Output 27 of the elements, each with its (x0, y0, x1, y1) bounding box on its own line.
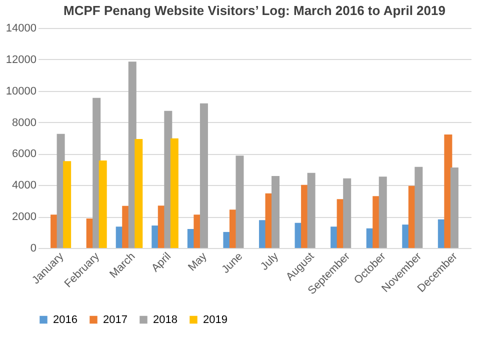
bar (378, 176, 387, 248)
x-tick-label: May (186, 250, 210, 274)
bar (343, 178, 352, 248)
chart-title: MCPF Penang Website Visitors’ Log: March 2016 to April 2019 (64, 3, 446, 18)
bar (98, 160, 107, 248)
legend-label: 2017 (103, 314, 128, 326)
legend-label: 2016 (53, 314, 78, 326)
y-tick-label: 14000 (6, 22, 36, 34)
y-tick-label: 6000 (12, 148, 36, 160)
bar (200, 103, 208, 248)
y-tick-label: 10000 (6, 85, 36, 98)
bar (414, 166, 423, 248)
bar (450, 168, 458, 248)
y-tick-label: 8000 (12, 116, 36, 129)
y-tick-label: 0 (30, 242, 36, 254)
bar (236, 156, 244, 248)
x-tick-label: July (258, 250, 282, 273)
bar (134, 138, 143, 248)
y-tick-label: 12000 (6, 54, 36, 66)
legend-label: 2018 (153, 314, 178, 326)
legend-label: 2019 (203, 314, 228, 326)
bar (272, 176, 280, 248)
bar (170, 138, 178, 248)
y-tick-label: 4000 (12, 180, 36, 192)
bar (63, 161, 72, 248)
bar (307, 172, 316, 248)
y-tick-label: 2000 (12, 211, 36, 224)
